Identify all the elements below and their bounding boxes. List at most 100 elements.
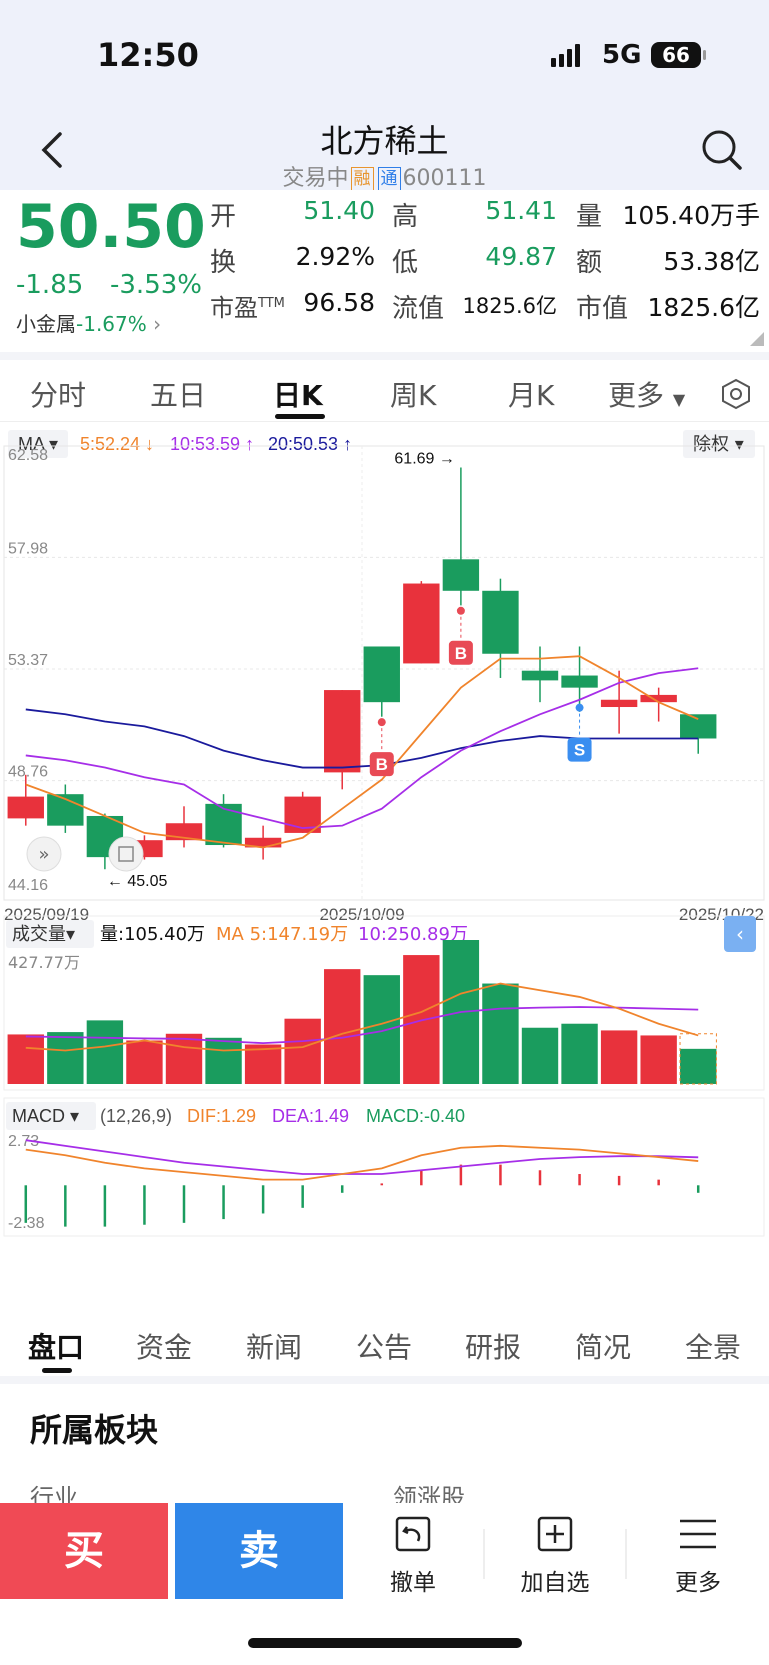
search-icon[interactable] xyxy=(700,128,744,172)
separator xyxy=(625,1529,627,1579)
ma5-legend: 5:52.24 ↓ xyxy=(80,434,154,454)
volume-value: 105.40万手 xyxy=(622,201,760,230)
turnover-label: 换 xyxy=(210,248,237,278)
kline-chart[interactable]: MA ▾ 5:52.24 ↓ 10:53.59 ↑ 20:50.53 ↑ 除权 ▾ 62.… xyxy=(0,424,769,1314)
fullscreen-icon xyxy=(118,846,134,862)
tab-daily-k[interactable]: 日K xyxy=(273,379,323,412)
ma10-line xyxy=(25,667,699,829)
kline-chart-area[interactable]: MA ▾ 5:52.24 ↓ 10:53.59 ↑ 20:50.53 ↑ 除权 ▾ 62.… xyxy=(0,424,769,1314)
tab-funds[interactable]: 资金 xyxy=(136,1331,193,1364)
candle-body xyxy=(403,583,440,664)
btab-underline xyxy=(42,1368,72,1373)
macd-frame xyxy=(3,1097,765,1237)
tab-five-day[interactable]: 五日 xyxy=(150,379,207,412)
tab-handicap[interactable]: 盘口 xyxy=(28,1331,85,1364)
volume-frame xyxy=(3,915,765,1091)
separator xyxy=(483,1529,485,1579)
add-watchlist-label: 加自选 xyxy=(520,1570,590,1596)
tab-announcements[interactable]: 公告 xyxy=(356,1331,413,1364)
candle-body xyxy=(561,675,598,688)
cancel-order-button[interactable]: 撤单 xyxy=(353,1515,473,1597)
volume-bar xyxy=(561,1023,598,1084)
chart-tabs: 分时 五日 日K 周K 月K 更多 ▼ xyxy=(0,362,769,422)
back-icon[interactable] xyxy=(38,130,68,170)
volume-ma10-line xyxy=(25,1006,699,1045)
amount-label: 额 xyxy=(576,248,603,278)
buy-button[interactable]: 买 xyxy=(0,1503,168,1599)
candle-body xyxy=(244,837,282,848)
tab-monthly-k[interactable]: 月K xyxy=(508,379,555,412)
divider xyxy=(0,352,769,360)
volume-ma10: 10:250.89万 xyxy=(358,924,468,945)
add-watchlist-button[interactable]: 加自选 xyxy=(495,1515,615,1597)
chevron-right-icon: › xyxy=(153,312,162,336)
open-label: 开 xyxy=(210,202,237,232)
sector-name: 小金属 xyxy=(16,312,76,336)
amount-value: 53.38亿 xyxy=(663,247,760,276)
macd-bottom-label: -2.38 xyxy=(8,1215,45,1232)
pe-label: 市盈TTM xyxy=(210,294,285,322)
more-button[interactable]: 更多 xyxy=(638,1515,758,1597)
battery-tip xyxy=(703,50,706,60)
tab-overview[interactable]: 全景 xyxy=(685,1331,742,1364)
sell-button[interactable]: 卖 xyxy=(175,1503,343,1599)
volume-selector-label: 成交量▾ xyxy=(12,924,75,945)
macd-dif: DIF:1.29 xyxy=(187,1106,256,1126)
caret-down-icon: ▼ xyxy=(672,390,686,409)
low-annotation: ← 45.05 xyxy=(107,873,168,890)
more-label: 更多 xyxy=(675,1570,721,1596)
macd-value: MACD:-0.40 xyxy=(366,1106,465,1126)
ma20-legend: 20:50.53 ↑ xyxy=(268,434,352,454)
volume-summary: 量:105.40万 xyxy=(100,924,205,945)
candle-body xyxy=(521,670,559,681)
settings-hex-icon[interactable] xyxy=(720,378,752,410)
high-value: 51.41 xyxy=(485,196,557,225)
section-divider xyxy=(0,1376,769,1384)
status-time: 12:50 xyxy=(97,36,199,74)
signal-icon xyxy=(551,44,580,67)
fq-selector-label: 除权 ▾ xyxy=(693,434,744,455)
trade-marker xyxy=(448,640,473,665)
volume-ma5-line xyxy=(25,982,699,1052)
market-cap-value: 1825.6亿 xyxy=(647,293,760,322)
candle-body xyxy=(640,694,677,703)
collapse-button xyxy=(724,916,756,952)
ma-selector xyxy=(8,430,68,458)
volume-bar xyxy=(165,1033,203,1084)
chevron-left-icon: ‹ xyxy=(736,922,744,946)
tab-research[interactable]: 研报 xyxy=(465,1331,522,1364)
y-tick-label: 62.58 xyxy=(8,447,48,464)
tab-profile[interactable]: 简况 xyxy=(575,1331,632,1364)
pe-value: 96.58 xyxy=(303,288,375,317)
tab-weekly-k[interactable]: 周K xyxy=(390,379,437,412)
sector-link[interactable]: 小金属-1.67% › xyxy=(16,308,161,337)
tab-more[interactable]: 更多 ▼ xyxy=(608,374,685,414)
open-value: 51.40 xyxy=(303,196,375,225)
macd-dif-line xyxy=(25,1144,699,1181)
high-annotation: 61.69 → xyxy=(394,451,454,468)
price-change: -1.85 xyxy=(16,270,84,300)
price-change-pct: -3.53% xyxy=(110,270,202,300)
volume-label: 量 xyxy=(576,202,603,232)
volume-bar xyxy=(680,1048,717,1084)
macd-selector-label: MACD ▾ xyxy=(12,1106,79,1126)
macd-dea-line xyxy=(25,1139,699,1175)
volume-max-label: 427.77万 xyxy=(8,953,80,972)
info-tabs: 盘口 资金 新闻 公告 研报 简况 全景 xyxy=(0,1312,769,1374)
expand-corner-icon[interactable] xyxy=(750,332,764,346)
turnover-value: 2.92% xyxy=(295,242,375,271)
status-bar: 12:50 5G 66 xyxy=(0,0,769,110)
connect-tag: 通 xyxy=(377,167,401,191)
tab-news[interactable]: 新闻 xyxy=(246,1331,303,1364)
expand-left-button xyxy=(26,836,62,872)
candle-body xyxy=(7,796,44,819)
candle-body xyxy=(363,646,400,703)
volume-bar xyxy=(640,1035,677,1084)
stock-name: 北方稀土 xyxy=(320,122,449,160)
tab-timeshare[interactable]: 分时 xyxy=(30,379,87,412)
low-label: 低 xyxy=(392,248,419,278)
volume-selector xyxy=(6,920,94,948)
trade-marker-label: B xyxy=(455,644,467,663)
float-cap-value: 1825.6亿 xyxy=(462,294,557,318)
volume-bar xyxy=(324,969,361,1084)
